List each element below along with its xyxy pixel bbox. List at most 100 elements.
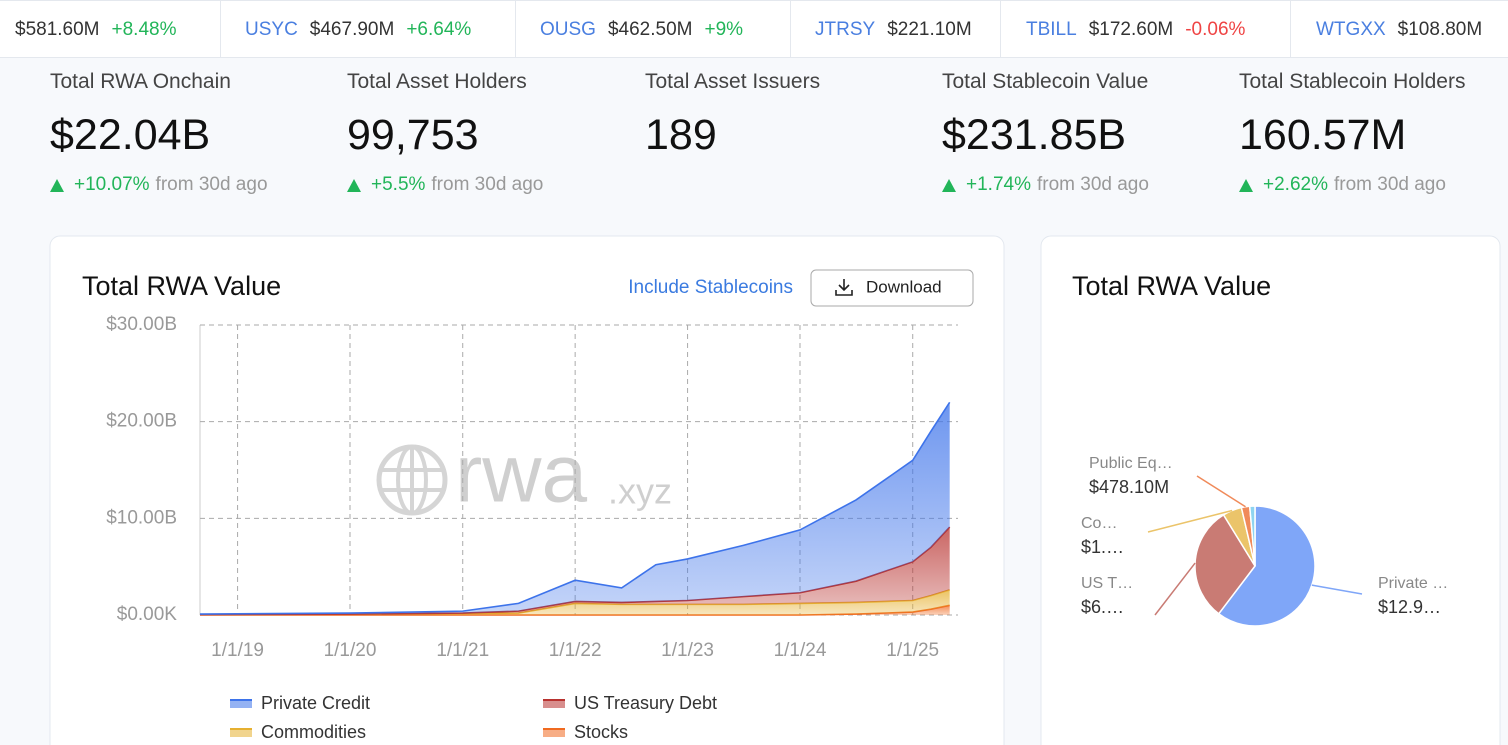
y-tick-label: $10.00B [106, 507, 177, 528]
x-tick-label: 1/1/24 [774, 640, 827, 661]
ticker-value: $108.80M [1397, 18, 1483, 40]
globe-icon [380, 447, 444, 513]
ticker-item[interactable]: $581.60M +8.48% [15, 1, 177, 58]
ticker-value: $172.60M [1088, 18, 1174, 40]
stat-note: from 30d ago [1333, 174, 1446, 195]
ticker-item[interactable]: JTRSY $221.10M [815, 1, 972, 58]
pie-label: Co… [1081, 515, 1117, 532]
pie-value-label: $12.9… [1378, 597, 1441, 617]
ticker-value: $462.50M [607, 18, 693, 40]
y-tick-label: $0.00K [117, 604, 178, 625]
stat-block: Total Stablecoin Holders 160.57M +2.62% fro… [1239, 62, 1465, 202]
ticker-change: +6.64% [406, 18, 472, 40]
ticker-name: USYC [245, 18, 298, 40]
stat-change: +10.07% from 30d ago [50, 168, 268, 202]
leader-line [1154, 562, 1196, 616]
up-arrow [942, 178, 956, 192]
stat-label: Total Stablecoin Holders [1239, 70, 1466, 93]
pie-card [1040, 235, 1501, 745]
leader-line [1311, 584, 1363, 595]
up-arrow [50, 178, 64, 192]
ticker-name: JTRSY [815, 18, 876, 40]
stablecoin-toggle[interactable]: Include Stablecoins [628, 277, 793, 298]
x-tick-label: 1/1/19 [211, 640, 264, 661]
ticker-item[interactable]: TBILL $172.60M -0.06% [1026, 1, 1245, 58]
x-tick-label: 1/1/25 [886, 640, 939, 661]
x-tick-label: 1/1/22 [549, 640, 602, 661]
stat-block: Total Stablecoin Value $231.85B +1.74% from… [942, 62, 1149, 202]
stat-block: Total Asset Issuers 189 [645, 62, 820, 168]
pie-value-label: $1.… [1081, 537, 1124, 557]
ticker-change: +8.48% [111, 18, 177, 40]
stat-change: +1.74% from 30d ago [942, 168, 1149, 202]
ticker-value: $467.90M [309, 18, 395, 40]
legend-swatch [230, 729, 252, 737]
stat-delta: +1.74% [966, 174, 1031, 195]
download-button[interactable]: Download [810, 269, 974, 307]
legend-label: Stocks [574, 722, 628, 742]
y-tick-label: $30.00B [106, 314, 177, 335]
button-frame [810, 269, 974, 307]
y-tick-label: $20.00B [106, 411, 177, 432]
globe-icon [396, 445, 428, 515]
watermark-suffix: .xyz [608, 471, 672, 512]
stat-note: from 30d ago [1036, 174, 1149, 195]
stat-change: +5.5% from 30d ago [347, 168, 543, 202]
button-label: Download [866, 277, 942, 296]
stat-label: Total Stablecoin Value [942, 70, 1149, 93]
stat-note: from 30d ago [431, 174, 544, 195]
ticker-change: -0.06% [1185, 18, 1246, 40]
x-tick-label: 1/1/21 [436, 640, 489, 661]
stat-delta: +10.07% [74, 174, 150, 195]
ticker-name: WTGXX [1316, 18, 1386, 40]
stat-delta: +2.62% [1263, 174, 1328, 195]
ticker-value: $221.10M [887, 18, 972, 40]
up-arrow [1239, 178, 1253, 192]
legend-swatch [230, 700, 252, 708]
legend-label: Commodities [261, 722, 366, 742]
stat-change: +2.62% from 30d ago [1239, 168, 1465, 202]
watermark-text: rwa [455, 429, 588, 520]
pie-slice [1194, 513, 1256, 615]
ticker-name: OUSG [540, 18, 596, 40]
ticker-name: TBILL [1026, 18, 1077, 40]
legend-swatch [543, 700, 565, 708]
chart-title: Total RWA Value [82, 271, 281, 301]
stat-note: from 30d ago [155, 174, 268, 195]
pie-slice [1248, 505, 1256, 567]
stat-value: 160.57M [1239, 111, 1407, 159]
legend-label: US Treasury Debt [574, 693, 717, 713]
stat-label: Total RWA Onchain [50, 70, 231, 93]
download-icon [835, 279, 853, 296]
ticker-separator [1290, 1, 1291, 58]
pie-label: Public Eq… [1089, 455, 1173, 472]
chart-title: Total RWA Value [1072, 271, 1271, 301]
stat-value: 99,753 [347, 111, 479, 159]
stat-delta: +5.5% [371, 174, 426, 195]
leader-line [1147, 509, 1233, 533]
leader-line [1196, 475, 1246, 508]
stat-value: $231.85B [942, 111, 1127, 159]
stat-block: Total Asset Holders 99,753 +5.5% from 30d a… [347, 62, 543, 202]
ticker-separator [790, 1, 791, 58]
up-arrow [347, 178, 361, 192]
ticker-separator [220, 1, 221, 58]
ticker-change: +9% [704, 18, 744, 40]
stat-label: Total Asset Holders [347, 70, 527, 93]
pie-label: US T… [1081, 575, 1133, 592]
stat-value: 189 [645, 111, 717, 159]
ticker-item[interactable]: USYC $467.90M +6.64% [245, 1, 471, 58]
x-tick-label: 1/1/20 [324, 640, 377, 661]
area-card [49, 235, 1005, 745]
pie-value-label: $478.10M [1089, 477, 1169, 497]
legend-swatch [543, 729, 565, 737]
ticker-item[interactable]: OUSG $462.50M +9% [540, 1, 743, 58]
ticker-separator [515, 1, 516, 58]
ticker-separator [1000, 1, 1001, 58]
area [200, 402, 950, 615]
area-line [199, 401, 951, 615]
stat-label: Total Asset Issuers [645, 70, 821, 93]
ticker-item[interactable]: WTGXX $108.80M [1316, 1, 1482, 58]
